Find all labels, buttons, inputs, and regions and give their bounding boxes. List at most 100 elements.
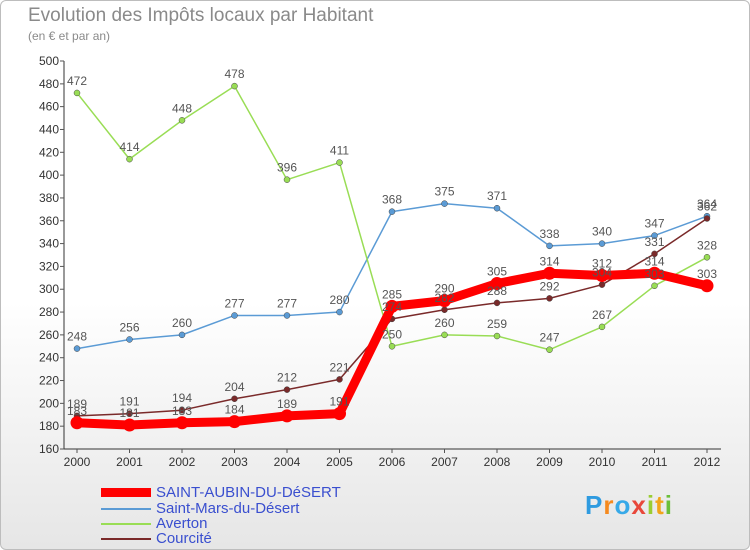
data-label-saint-mars: 280 xyxy=(329,293,349,307)
x-tick-label: 2000 xyxy=(64,455,91,469)
y-tick-label: 160 xyxy=(39,442,59,456)
data-point-courcite xyxy=(703,215,711,222)
y-tick-label: 300 xyxy=(39,282,59,296)
y-tick-label: 280 xyxy=(39,305,59,319)
data-point-saint-aubin xyxy=(490,277,504,291)
data-label-averton: 328 xyxy=(697,238,717,252)
data-label-saint-mars: 260 xyxy=(172,316,192,330)
data-point-saint-mars xyxy=(336,308,343,316)
data-point-courcite xyxy=(598,281,606,288)
data-label-courcite: 282 xyxy=(434,291,454,305)
data-label-courcite: 194 xyxy=(172,391,192,405)
data-point-saint-aubin xyxy=(333,407,346,421)
data-label-saint-mars: 375 xyxy=(434,185,454,199)
y-tick-label: 260 xyxy=(39,328,59,342)
data-label-saint-aubin: 183 xyxy=(67,404,87,418)
data-label-saint-aubin: 290 xyxy=(434,282,454,296)
data-point-averton xyxy=(546,346,553,353)
data-label-averton: 267 xyxy=(592,308,612,322)
chart-subtitle: (en € et par an) xyxy=(28,29,111,43)
x-tick-label: 2010 xyxy=(589,455,616,469)
data-point-courcite xyxy=(126,410,133,417)
x-tick-label: 2007 xyxy=(431,455,458,469)
data-label-courcite: 189 xyxy=(67,397,87,411)
data-label-courcite: 304 xyxy=(592,266,612,280)
x-tick-label: 2002 xyxy=(169,455,196,469)
data-point-saint-aubin xyxy=(385,299,399,313)
data-point-saint-mars xyxy=(73,345,81,352)
data-point-courcite xyxy=(336,376,343,383)
data-point-averton xyxy=(651,282,658,290)
data-label-saint-mars: 256 xyxy=(119,320,139,334)
data-point-averton xyxy=(73,89,81,97)
data-label-courcite: 274 xyxy=(382,300,402,314)
data-point-averton xyxy=(703,254,711,261)
y-tick-label: 440 xyxy=(39,122,59,136)
data-point-averton xyxy=(336,159,343,166)
data-point-saint-mars xyxy=(598,240,606,247)
data-label-courcite: 221 xyxy=(329,360,349,374)
data-point-courcite xyxy=(493,299,501,307)
data-label-saint-aubin: 189 xyxy=(277,397,297,411)
y-tick-label: 360 xyxy=(39,214,59,228)
x-tick-label: 2009 xyxy=(536,455,563,469)
x-tick-label: 2004 xyxy=(274,455,301,469)
data-point-saint-aubin xyxy=(70,416,84,430)
data-point-saint-aubin xyxy=(438,294,451,308)
data-label-averton: 247 xyxy=(539,331,559,345)
data-label-courcite: 362 xyxy=(697,199,717,213)
data-point-saint-mars xyxy=(441,200,448,207)
data-point-averton xyxy=(126,155,133,163)
data-label-averton: 396 xyxy=(277,161,297,175)
x-tick-label: 2003 xyxy=(221,455,248,469)
data-label-saint-aubin: 314 xyxy=(539,254,559,268)
data-point-saint-aubin xyxy=(123,418,136,432)
legend-label-saint-mars: Saint-Mars-du-Désert xyxy=(156,500,300,517)
data-label-courcite: 191 xyxy=(119,395,139,409)
data-label-averton: 303 xyxy=(644,267,664,281)
data-label-saint-aubin: 183 xyxy=(172,404,192,418)
data-label-saint-aubin: 314 xyxy=(644,254,664,268)
data-point-saint-aubin xyxy=(280,409,294,423)
data-label-averton: 250 xyxy=(382,327,402,341)
data-label-saint-aubin: 303 xyxy=(697,267,717,281)
data-label-courcite: 204 xyxy=(224,380,244,394)
data-label-averton: 472 xyxy=(67,74,87,88)
y-tick-label: 500 xyxy=(39,54,59,68)
x-tick-label: 2011 xyxy=(642,455,668,469)
data-point-averton xyxy=(283,176,291,183)
data-label-averton: 260 xyxy=(434,316,454,330)
data-label-courcite: 212 xyxy=(277,371,297,385)
x-tick-label: 2001 xyxy=(116,455,143,469)
data-point-averton xyxy=(598,323,606,331)
data-point-saint-mars xyxy=(126,336,133,343)
data-label-saint-mars: 277 xyxy=(224,296,244,310)
legend-label-courcite: Courcité xyxy=(156,530,212,547)
data-label-saint-aubin: 305 xyxy=(487,265,507,279)
legend-swatch-saint-aubin xyxy=(101,488,151,497)
legend-swatch-courcite xyxy=(101,538,151,540)
data-point-averton xyxy=(178,117,186,124)
data-point-saint-mars xyxy=(231,312,238,319)
data-point-saint-aubin xyxy=(175,416,189,430)
data-label-saint-mars: 338 xyxy=(539,227,559,241)
data-point-saint-mars xyxy=(178,331,186,339)
data-label-saint-mars: 340 xyxy=(592,225,612,239)
data-point-averton xyxy=(493,332,501,340)
data-label-saint-mars: 371 xyxy=(487,189,507,203)
data-point-saint-mars xyxy=(651,232,658,239)
data-point-courcite xyxy=(178,406,186,414)
line-chart: 160 180 200 220 240 260 280 300 320 340 360 380 400 4… xyxy=(39,54,721,469)
data-point-courcite xyxy=(231,395,238,403)
data-point-saint-mars xyxy=(388,208,396,215)
proxiti-logo: Proxiti xyxy=(585,490,673,520)
data-point-saint-mars xyxy=(283,312,291,319)
data-point-saint-aubin xyxy=(595,269,609,283)
data-point-averton xyxy=(231,82,238,90)
data-label-averton: 478 xyxy=(224,67,244,81)
y-tick-label: 200 xyxy=(39,396,59,410)
data-point-saint-aubin xyxy=(648,266,661,280)
chart-title: Evolution des Impôts locaux par Habitant xyxy=(28,5,374,26)
data-point-saint-aubin xyxy=(700,279,714,293)
data-label-saint-aubin: 312 xyxy=(592,257,612,271)
